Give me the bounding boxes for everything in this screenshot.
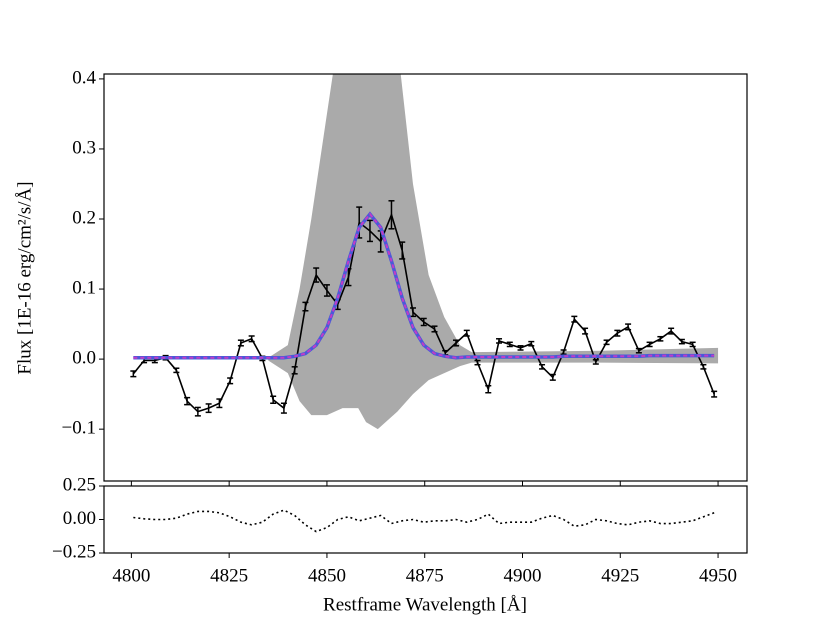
y-tick-label: 0.4 [72, 67, 96, 88]
x-tick-label: 4925 [601, 565, 639, 586]
y-tick-label: 0.2 [72, 207, 96, 228]
y-tick-label: −0.1 [62, 418, 96, 439]
axes-frame [103, 485, 748, 554]
x-tick-label: 4950 [699, 565, 737, 586]
x-tick-label: 4850 [308, 565, 346, 586]
x-tick-label: 4875 [406, 565, 444, 586]
model-line-dashed [133, 212, 715, 359]
x-tick-label: 4825 [210, 565, 248, 586]
y-tick-label: 0.00 [63, 508, 96, 529]
y-tick-label: 0.3 [72, 137, 96, 158]
plot-area [130, 74, 719, 430]
axes-frame [103, 73, 748, 482]
x-axis-label: Restframe Wavelength [Å] [323, 594, 527, 615]
residual-line [133, 509, 715, 533]
plot-area [133, 509, 715, 533]
y-axis-label: Flux [1E-16 erg/cm²/s/Å] [14, 181, 35, 374]
uncertainty-band [268, 74, 719, 430]
data-line [132, 212, 715, 413]
x-tick-label: 4900 [503, 565, 541, 586]
y-tick-label: 0.1 [72, 277, 96, 298]
y-tick-label: 0.0 [72, 347, 96, 368]
x-tick-label: 4800 [112, 565, 150, 586]
y-tick-label: −0.25 [52, 541, 96, 562]
y-tick-label: 0.25 [63, 474, 96, 495]
